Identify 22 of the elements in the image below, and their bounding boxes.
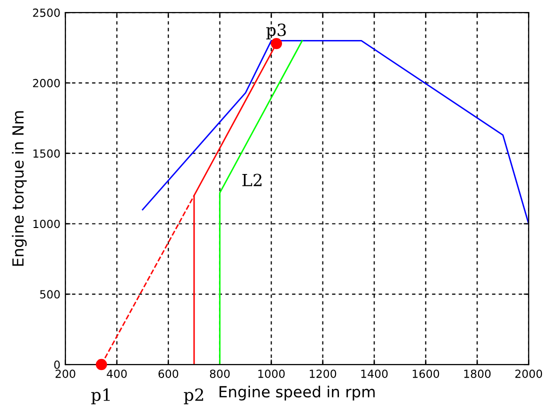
x-tick-label: 400 [106,370,127,378]
x-tick-label: 1000 [258,370,285,378]
annotation: p1 [91,388,110,404]
x-tick-label: 200 [56,370,76,378]
annotation: p2 [184,388,204,404]
annotation: L2 [242,174,262,186]
y-tick-label: 1500 [33,149,60,158]
y-tick-label: 0 [54,360,60,369]
annotation: p3 [266,24,286,40]
x-tick-label: 2000 [515,370,542,378]
x-tick-label: 600 [158,370,178,378]
y-tick-label: 2000 [33,78,60,88]
x-tick-label: 1800 [464,370,491,378]
y-tick-label: 1000 [33,220,60,228]
x-tick-label: 800 [210,370,230,378]
x-tick-label: 1600 [412,370,440,378]
x-axis-title: Engine speed in rpm [220,386,375,400]
y-tick-label: 500 [40,290,60,299]
x-tick-label: 1200 [310,370,336,378]
y-axis-title: Engine torque in Nm [12,111,27,266]
y-tick-label: 2500 [33,8,60,17]
x-tick-label: 1400 [361,370,388,378]
